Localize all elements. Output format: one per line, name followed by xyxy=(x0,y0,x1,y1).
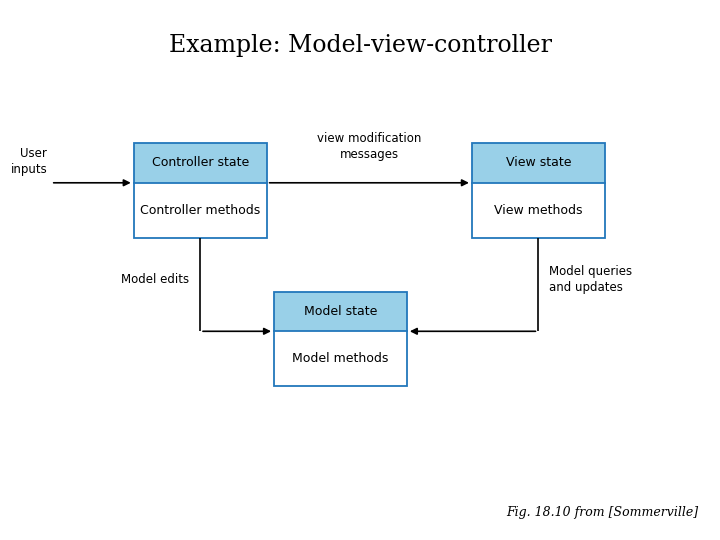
Text: View methods: View methods xyxy=(494,204,582,217)
Text: Controller state: Controller state xyxy=(151,157,249,170)
Text: Example: Model-view-controller: Example: Model-view-controller xyxy=(168,35,552,57)
Text: Controller methods: Controller methods xyxy=(140,204,260,217)
Text: View state: View state xyxy=(505,157,571,170)
Text: Model queries
and updates: Model queries and updates xyxy=(549,265,632,294)
Text: Model methods: Model methods xyxy=(292,352,389,365)
Text: User
inputs: User inputs xyxy=(11,147,48,176)
Text: Model edits: Model edits xyxy=(121,273,189,286)
Bar xyxy=(472,143,605,238)
Text: Fig. 18.10 from [Sommerville]: Fig. 18.10 from [Sommerville] xyxy=(506,507,698,519)
Text: Model state: Model state xyxy=(304,305,377,318)
Bar xyxy=(274,332,407,386)
Bar xyxy=(472,183,605,238)
Bar xyxy=(134,183,266,238)
Bar xyxy=(274,292,407,386)
Bar xyxy=(274,292,407,332)
Bar xyxy=(134,143,266,238)
Bar xyxy=(134,143,266,183)
Bar xyxy=(472,143,605,183)
Text: view modification
messages: view modification messages xyxy=(317,132,421,161)
